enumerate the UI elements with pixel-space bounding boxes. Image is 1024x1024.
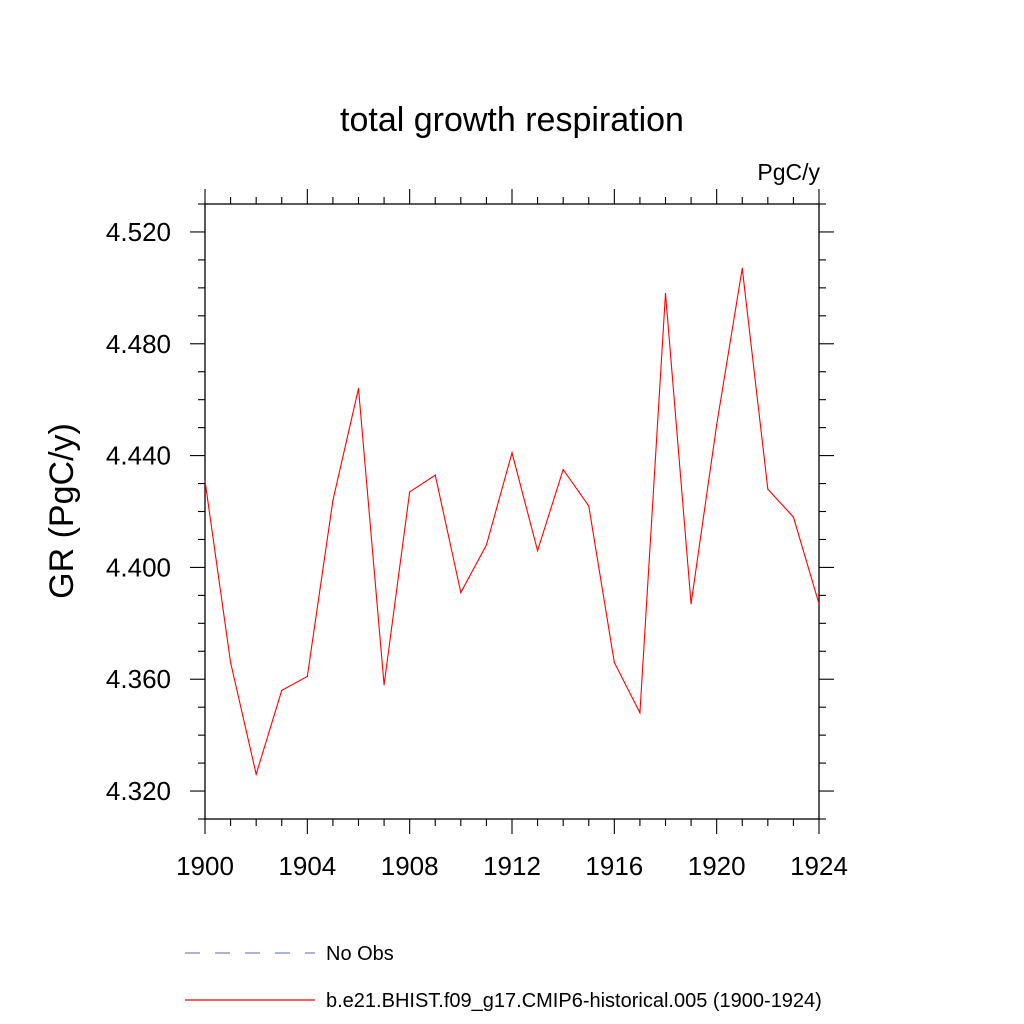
chart-title: total growth respiration [340,101,684,139]
data-point [613,661,615,664]
data-point [664,292,667,295]
data-point [639,712,641,714]
data-point [485,544,488,546]
x-tick-label: 1912 [483,851,541,881]
y-tick-label: 4.400 [106,552,171,582]
data-point [204,480,206,482]
data-point [588,505,590,507]
data-point [332,499,334,501]
data-point [511,452,513,454]
y-tick-label: 4.520 [106,217,171,247]
series-layer [204,267,820,777]
data-point [741,267,743,269]
data-point [690,603,692,605]
data-point [229,661,232,664]
x-tick-label: 1920 [688,851,746,881]
data-point [434,474,436,476]
data-point [255,773,257,775]
data-point [562,468,564,471]
legend-label-no-obs: No Obs [326,943,394,965]
data-point [792,516,795,518]
axis-ticks: 1900 1904 1908 1912 1916 1920 1924 4.320 4.360 4.… [106,189,848,881]
data-point [306,675,308,678]
data-point [383,684,385,686]
data-point [818,603,820,605]
plot-frame [204,203,820,820]
data-point [460,591,462,594]
x-tick-label: 1908 [381,851,439,881]
series-line-0 [204,268,820,777]
legend-label-historical: b.e21.BHIST.f09_g17.CMIP6-historical.005… [326,990,822,1012]
x-tick-label: 1924 [790,851,848,881]
y-tick-label: 4.480 [106,329,171,359]
data-point [767,488,769,490]
y-tick-label: 4.360 [106,664,171,694]
y-tick-label: 4.320 [106,776,171,806]
units-label: PgC/y [757,159,820,185]
data-point [536,550,539,552]
data-point [409,491,411,493]
x-tick-label: 1904 [278,851,336,881]
y-axis-label: GR (PgC/y) [43,423,81,599]
legend: No Obs b.e21.BHIST.f09_g17.CMIP6-histori… [185,943,822,1012]
y-tick-label: 4.440 [106,441,171,471]
data-point [357,387,360,390]
data-point [716,424,718,426]
data-point [281,689,283,692]
x-tick-label: 1900 [176,851,234,881]
x-tick-label: 1916 [585,851,643,881]
